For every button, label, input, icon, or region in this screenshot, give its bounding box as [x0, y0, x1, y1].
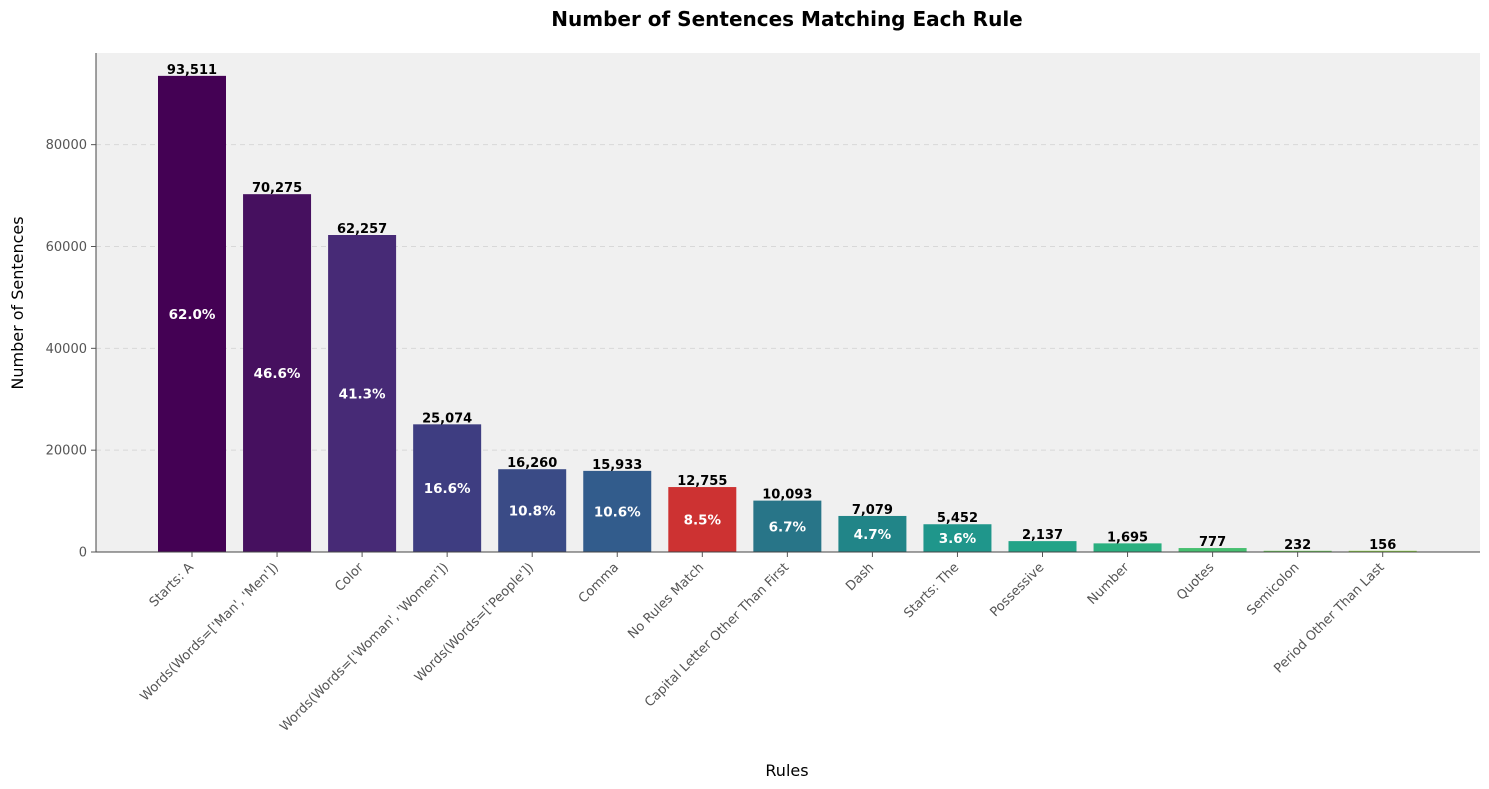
- y-axis-label: Number of Sentences: [8, 216, 27, 389]
- x-tick-label: Capital Letter Other Than First: [642, 560, 792, 710]
- value-labels: 93,511 70,275 62,257 25,074 16,260 15,933 12,7…: [167, 63, 1396, 553]
- data-label: 232: [1284, 538, 1311, 553]
- percent-label: 16.6%: [424, 481, 471, 497]
- bar: [838, 515, 907, 552]
- x-tick-label: Number: [1085, 560, 1133, 608]
- y-tick-label: 60000: [46, 240, 87, 255]
- data-label: 15,933: [592, 458, 642, 473]
- data-label: 1,695: [1107, 530, 1148, 545]
- data-label: 62,257: [337, 222, 387, 237]
- data-label: 777: [1199, 535, 1226, 550]
- x-tick-label: Words(Words=['Man', 'Men']): [138, 560, 282, 704]
- x-tick-label: Semicolon: [1244, 560, 1302, 618]
- x-tick-label: Starts: The: [901, 560, 962, 621]
- x-axis-label: Rules: [765, 761, 808, 780]
- percent-label: 41.3%: [339, 386, 386, 402]
- percent-label: 46.6%: [254, 366, 301, 382]
- axes: [95, 53, 1480, 553]
- bar: [1093, 543, 1162, 552]
- x-tick-label: Dash: [843, 560, 877, 594]
- bar: [243, 194, 312, 552]
- percent-label: 8.5%: [684, 513, 722, 529]
- percent-label: 10.6%: [594, 504, 641, 520]
- x-tick-label: No Rules Match: [625, 560, 707, 642]
- plot-background: [96, 53, 1480, 552]
- bar: [1178, 548, 1247, 552]
- bar: [158, 75, 226, 553]
- y-tick-label: 80000: [46, 138, 87, 153]
- data-label: 16,260: [507, 456, 557, 471]
- y-tick-label: 20000: [46, 444, 87, 459]
- data-label: 70,275: [252, 181, 302, 196]
- data-label: 2,137: [1022, 528, 1063, 543]
- percent-label: 3.6%: [939, 531, 977, 547]
- bars: [158, 75, 1417, 553]
- percent-label: 62.0%: [169, 307, 216, 323]
- data-label: 12,755: [677, 474, 727, 489]
- x-tick-label: Color: [332, 560, 367, 595]
- bar: [1348, 550, 1417, 552]
- percent-labels: 62.0% 46.6% 41.3% 16.6% 10.8% 10.6% 8.5% 6.7% 4.…: [169, 307, 977, 547]
- bar: [413, 424, 482, 552]
- data-label: 156: [1369, 538, 1396, 553]
- percent-label: 10.8%: [509, 504, 556, 520]
- data-label: 7,079: [852, 503, 893, 518]
- x-tick-label: Possessive: [987, 560, 1047, 620]
- bar: [1008, 541, 1077, 552]
- chart-title: Number of Sentences Matching Each Rule: [551, 7, 1022, 31]
- bar: [498, 469, 567, 552]
- x-tick-label: Quotes: [1174, 560, 1218, 604]
- y-tick-label: 40000: [46, 342, 87, 357]
- y-tick-labels: 0 20000 40000 60000 80000: [46, 138, 96, 561]
- percent-label: 6.7%: [769, 519, 807, 535]
- data-label: 93,511: [167, 63, 217, 78]
- x-tick-label: Comma: [576, 560, 622, 606]
- data-label: 5,452: [937, 511, 978, 526]
- data-label: 25,074: [422, 411, 472, 426]
- bar: [583, 470, 652, 552]
- y-tick-label: 0: [79, 546, 87, 561]
- bar: [1263, 550, 1332, 552]
- x-tick-label: Words(Words=['Woman', 'Women']): [277, 560, 452, 735]
- x-tick-label: Starts: A: [147, 560, 197, 610]
- data-label: 10,093: [762, 488, 812, 503]
- bar: [668, 487, 737, 552]
- bar: [753, 500, 822, 552]
- grid-lines: [96, 144, 1480, 451]
- bar: [923, 524, 992, 552]
- bar: [328, 234, 397, 553]
- percent-label: 4.7%: [854, 527, 892, 543]
